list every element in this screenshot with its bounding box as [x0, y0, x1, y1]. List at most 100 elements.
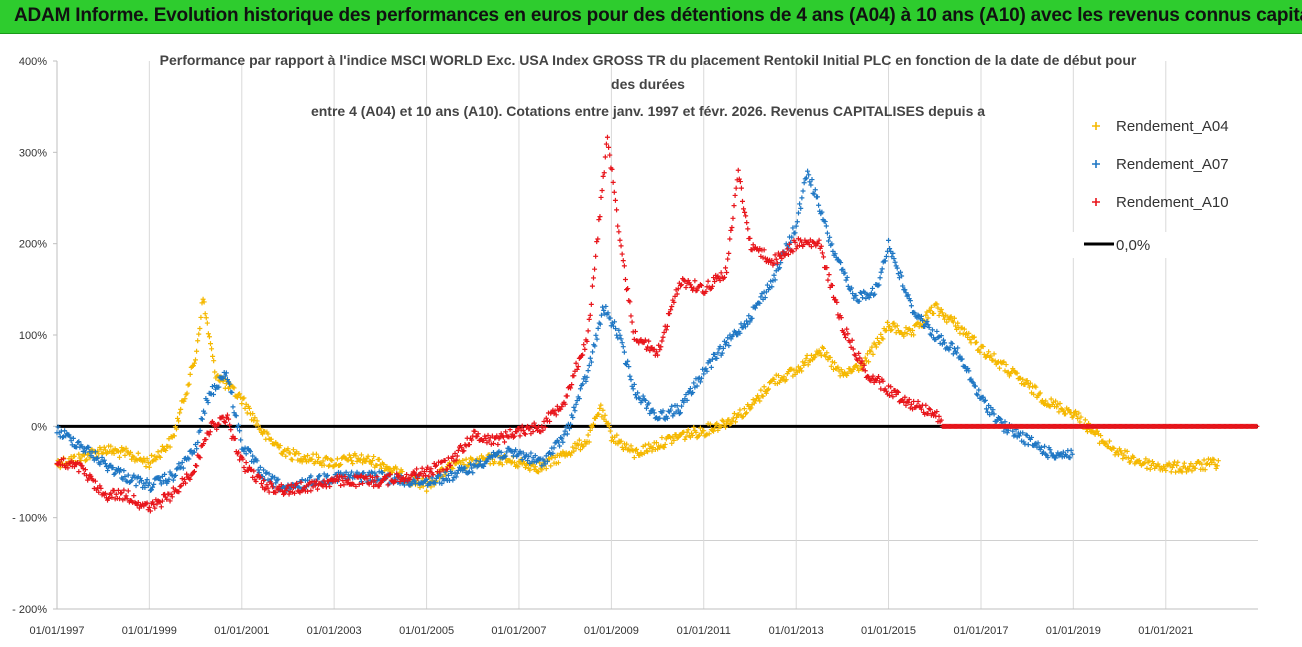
data-point [905, 292, 911, 298]
data-point [179, 460, 185, 466]
data-point [718, 270, 724, 276]
data-point [162, 471, 168, 477]
data-point [819, 250, 825, 256]
data-point [946, 347, 952, 353]
data-point [100, 450, 106, 456]
series-rendement-a10 [54, 134, 1260, 514]
data-point [724, 269, 730, 275]
data-point [764, 282, 770, 288]
data-point [519, 423, 525, 429]
data-point [730, 215, 736, 221]
data-point [1094, 428, 1100, 434]
data-point [598, 194, 604, 200]
data-point [1020, 376, 1026, 382]
data-point [159, 498, 165, 504]
data-point [342, 473, 348, 479]
data-point [261, 477, 267, 483]
data-point [194, 463, 200, 469]
data-point [828, 363, 834, 369]
data-point [1199, 461, 1205, 467]
data-point [891, 320, 897, 326]
data-point [419, 465, 425, 471]
data-point [163, 448, 169, 454]
data-point [675, 286, 681, 292]
data-point [1003, 362, 1009, 368]
data-point [460, 457, 466, 463]
data-point [288, 456, 294, 462]
data-point [411, 470, 417, 476]
data-point [566, 426, 572, 432]
data-point [631, 455, 637, 461]
data-point [882, 258, 888, 264]
data-point [616, 327, 622, 333]
data-point [191, 360, 197, 366]
data-point [1254, 423, 1260, 429]
data-point [278, 482, 284, 488]
data-point [804, 352, 810, 358]
data-point [573, 360, 579, 366]
data-point [315, 486, 321, 492]
data-point [265, 431, 271, 437]
data-point [599, 188, 605, 194]
data-point [201, 299, 207, 305]
data-point [631, 381, 637, 387]
data-point [730, 415, 736, 421]
data-point [248, 449, 254, 455]
data-point [715, 350, 721, 356]
data-point [522, 465, 528, 471]
data-point [191, 469, 197, 475]
data-point [923, 402, 929, 408]
data-point [975, 392, 981, 398]
data-point [539, 423, 545, 429]
data-point [800, 188, 806, 194]
data-point [512, 460, 517, 466]
legend-marker [1092, 198, 1100, 206]
data-point [747, 319, 753, 325]
data-point [517, 433, 523, 439]
data-point [454, 470, 460, 476]
data-point [595, 236, 601, 242]
x-tick-label: 01/01/2001 [214, 625, 269, 637]
data-point [81, 452, 87, 458]
data-point [708, 364, 714, 370]
data-point [92, 478, 98, 484]
data-point [288, 482, 294, 488]
x-tick-label: 01/01/2021 [1138, 625, 1193, 637]
data-point [268, 481, 274, 487]
data-point [928, 304, 934, 310]
data-point [792, 230, 798, 236]
data-point [583, 378, 589, 384]
data-point [379, 470, 385, 476]
data-point [620, 344, 626, 350]
data-point [206, 432, 212, 438]
data-point [679, 282, 685, 288]
data-point [228, 427, 234, 433]
data-point [951, 315, 957, 321]
data-point [936, 312, 942, 318]
data-point [938, 333, 944, 339]
data-point [806, 172, 812, 178]
data-point [669, 403, 675, 409]
data-point [634, 446, 640, 452]
data-point [775, 373, 781, 379]
data-point [526, 453, 532, 459]
data-point [805, 168, 811, 174]
data-point [629, 319, 635, 325]
data-point [912, 310, 918, 316]
data-point [84, 457, 90, 463]
data-point [1006, 373, 1012, 379]
data-point [857, 355, 863, 361]
data-point [1001, 359, 1007, 365]
data-point [133, 483, 139, 489]
data-point [178, 406, 184, 412]
data-point [924, 318, 930, 324]
data-point [593, 332, 599, 338]
data-point [874, 335, 880, 341]
data-point [843, 335, 849, 341]
data-point [1024, 378, 1030, 384]
data-point [504, 449, 510, 455]
data-point [642, 398, 648, 403]
data-point [1010, 428, 1016, 434]
data-point [448, 462, 454, 468]
data-point [793, 246, 799, 252]
